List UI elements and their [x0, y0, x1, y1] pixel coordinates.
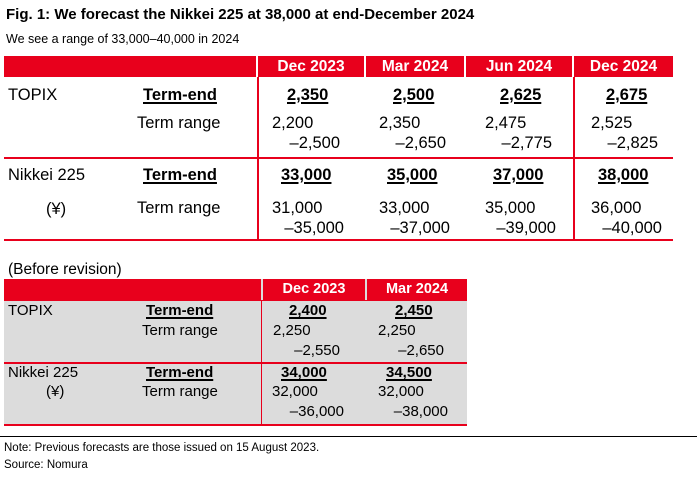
source-note: Source: Nomura [4, 459, 88, 471]
figure-subtitle: We see a range of 33,000–40,000 in 2024 [6, 32, 240, 46]
main-col-header: Jun 2024 [466, 56, 572, 77]
column-divider [261, 300, 262, 424]
term-end-label: Term-end [143, 166, 217, 184]
row-divider [4, 362, 467, 364]
term-range-label: Term range [137, 199, 221, 217]
main-header-blank [4, 56, 256, 77]
topix-range-high: –2,825 [607, 134, 658, 152]
before-topix-range-high: –2,550 [294, 342, 340, 359]
nikkei-range-high: –40,000 [602, 219, 662, 237]
nikkei-range-low: 31,000 [272, 199, 323, 217]
nikkei-label: Nikkei 225 [8, 166, 86, 184]
topix-term-end-value: 2,500 [393, 86, 435, 104]
nikkei-range-high: –35,000 [284, 219, 344, 237]
topix-term-end-value: 2,625 [500, 86, 542, 104]
nikkei-range-high: –37,000 [390, 219, 450, 237]
before-topix-term-end-value: 2,400 [289, 302, 327, 319]
before-nikkei-range-high: –38,000 [393, 403, 448, 420]
row-divider [4, 424, 467, 426]
topix-range-low: 2,200 [272, 114, 314, 132]
nikkei-range-high: –39,000 [496, 219, 556, 237]
before-col-header: Dec 2023 [263, 279, 365, 300]
row-divider [4, 157, 673, 159]
footer-divider [0, 436, 697, 437]
main-col-header: Dec 2024 [574, 56, 673, 77]
topix-label: TOPIX [8, 86, 58, 104]
main-col-header: Mar 2024 [366, 56, 464, 77]
nikkei-term-end-value: 33,000 [281, 166, 332, 184]
term-range-label: Term range [142, 383, 218, 400]
topix-range-low: 2,350 [379, 114, 421, 132]
topix-range-high: –2,650 [395, 134, 446, 152]
before-nikkei-term-end-value: 34,500 [386, 364, 432, 381]
topix-range-high: –2,500 [289, 134, 340, 152]
before-nikkei-range-low: 32,000 [272, 383, 318, 400]
row-divider [4, 300, 467, 301]
main-col-header: Dec 2023 [258, 56, 364, 77]
footnote: Note: Previous forecasts are those issue… [4, 442, 320, 454]
topix-range-high: –2,775 [501, 134, 552, 152]
topix-term-end-value: 2,675 [606, 86, 648, 104]
currency-label: (¥) [46, 200, 67, 218]
term-end-label: Term-end [143, 86, 217, 104]
shaded-background [4, 279, 467, 425]
before-nikkei-label: Nikkei 225 [8, 364, 79, 381]
topix-term-end-value: 2,350 [287, 86, 329, 104]
term-range-label: Term range [137, 114, 221, 132]
before-topix-range-high: –2,650 [398, 342, 444, 359]
row-divider [4, 239, 673, 241]
topix-range-low: 2,525 [591, 114, 633, 132]
before-topix-range-low: 2,250 [378, 322, 416, 339]
before-revision-label: (Before revision) [8, 261, 122, 278]
figure-title: Fig. 1: We forecast the Nikkei 225 at 38… [6, 6, 475, 23]
before-nikkei-term-end-value: 34,000 [281, 364, 327, 381]
term-end-label: Term-end [146, 302, 214, 319]
before-topix-term-end-value: 2,450 [395, 302, 433, 319]
topix-range-low: 2,475 [485, 114, 527, 132]
term-end-label: Term-end [146, 364, 214, 381]
nikkei-term-end-value: 35,000 [387, 166, 438, 184]
nikkei-term-end-value: 37,000 [493, 166, 544, 184]
nikkei-range-low: 33,000 [379, 199, 430, 217]
before-nikkei-range-high: –36,000 [289, 403, 344, 420]
before-header-blank [4, 279, 261, 300]
before-col-header: Mar 2024 [367, 279, 467, 300]
before-nikkei-range-low: 32,000 [378, 383, 424, 400]
currency-label: (¥) [46, 383, 65, 400]
nikkei-range-low: 35,000 [485, 199, 536, 217]
nikkei-range-low: 36,000 [591, 199, 642, 217]
before-topix-label: TOPIX [8, 302, 53, 319]
before-topix-range-low: 2,250 [273, 322, 311, 339]
nikkei-term-end-value: 38,000 [598, 166, 649, 184]
term-range-label: Term range [142, 322, 218, 339]
